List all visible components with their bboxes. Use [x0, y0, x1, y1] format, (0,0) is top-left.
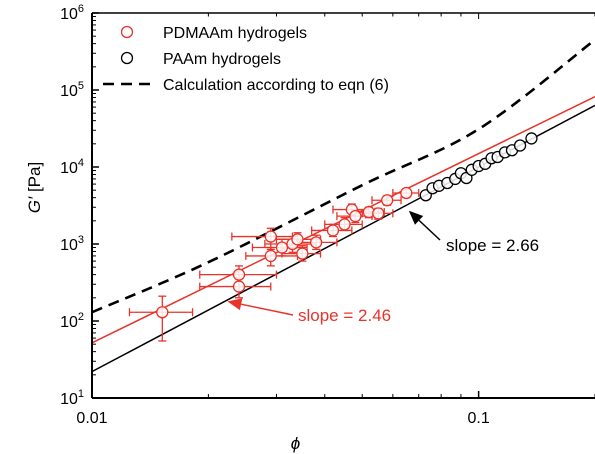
plot-area — [92, 38, 595, 373]
y-tick-base-2: 10 — [60, 237, 78, 254]
y-tick-exponent-0: 1 — [78, 388, 84, 400]
annotation-label-1: slope = 2.46 — [298, 306, 391, 325]
y-tick-base-1: 10 — [60, 314, 78, 331]
y-tick-base-3: 10 — [60, 160, 78, 177]
y-tick-exponent-4: 5 — [78, 80, 84, 92]
y-tick-exponent-5: 6 — [78, 3, 84, 15]
y-tick-label-5: 106 — [60, 3, 84, 23]
annotation-arrow-head-0 — [408, 210, 424, 225]
x-tick-label-1: 0.1 — [467, 410, 489, 427]
data-point-0-1 — [232, 280, 246, 293]
data-point-0-0 — [156, 306, 169, 319]
y-tick-label-3: 104 — [60, 157, 84, 177]
data-point-1-15 — [525, 132, 538, 145]
y-tick-exponent-1: 2 — [78, 311, 84, 323]
data-point-0-8 — [296, 247, 309, 260]
annotation-arrow-head-1 — [227, 298, 243, 311]
y-axis-title-symbol: G′ — [25, 196, 44, 213]
data-point-0-16 — [381, 194, 394, 207]
legend-marker-1 — [120, 51, 134, 65]
legend-label-2: Calculation according to eqn (6) — [163, 77, 389, 94]
data-point-0-5 — [275, 241, 289, 254]
y-tick-label-2: 103 — [60, 234, 84, 254]
legend-marker-0 — [120, 25, 134, 39]
data-point-0-2 — [232, 268, 246, 281]
data-point-0-11 — [338, 218, 351, 231]
data-point-0-4 — [264, 230, 277, 243]
y-tick-exponent-3: 4 — [78, 157, 84, 169]
data-point-0-9 — [310, 236, 323, 249]
annotation-arrow-shaft-0 — [418, 219, 441, 241]
y-tick-base-4: 10 — [60, 83, 78, 100]
y-tick-base-5: 10 — [60, 6, 78, 23]
data-point-0-13 — [349, 209, 362, 223]
data-point-0-15 — [372, 207, 385, 220]
y-tick-label-0: 101 — [60, 388, 84, 408]
legend-label-1: PAAm hydrogels — [163, 51, 281, 68]
y-tick-label-1: 102 — [60, 311, 84, 331]
x-axis-title: ϕ — [291, 434, 300, 453]
y-tick-label-4: 105 — [60, 80, 84, 100]
legend-label-0: PDMAAm hydrogels — [163, 25, 307, 42]
y-axis-title-unit: [Pa] — [25, 162, 44, 197]
data-point-0-10 — [326, 224, 340, 237]
data-point-0-7 — [291, 233, 304, 246]
data-point-1-14 — [513, 139, 527, 152]
annotation-arrow-shaft-1 — [240, 303, 294, 316]
y-axis-title: G′ [Pa] — [25, 162, 44, 213]
annotation-label-0: slope = 2.66 — [446, 236, 539, 255]
data-point-0-17 — [400, 186, 413, 200]
fit-line-2 — [92, 38, 595, 314]
x-tick-label-0: 0.01 — [76, 410, 107, 427]
y-tick-exponent-2: 3 — [78, 234, 84, 246]
data-point-0-3 — [264, 249, 277, 263]
y-tick-base-0: 10 — [60, 391, 78, 408]
